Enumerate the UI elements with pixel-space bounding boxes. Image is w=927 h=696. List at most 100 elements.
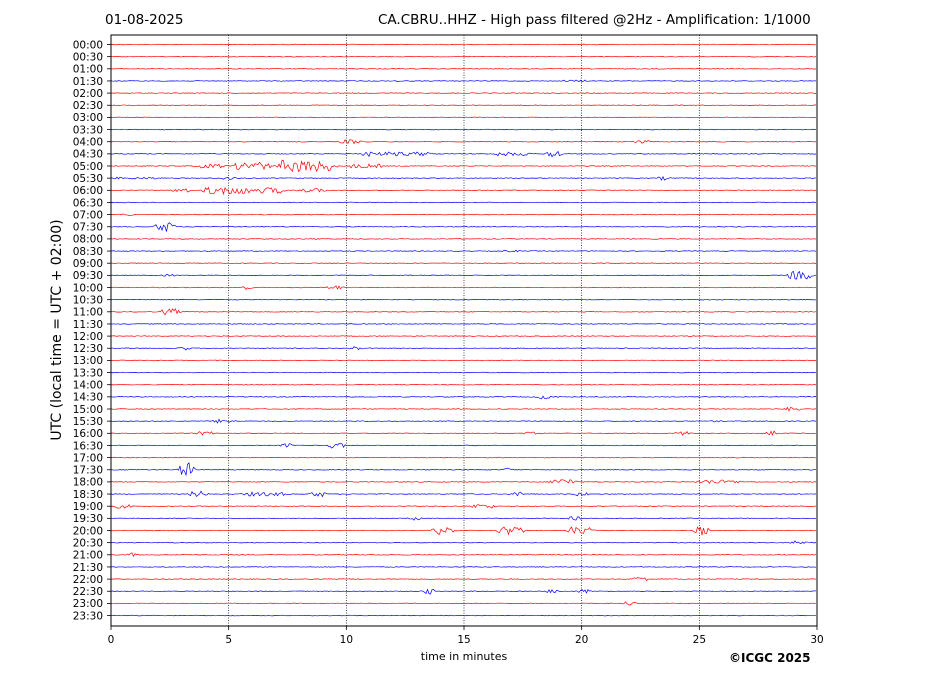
y-tick-label: 16:00: [73, 428, 103, 440]
trace-row-0500: [110, 159, 817, 173]
trace-row-1730: [110, 462, 817, 477]
y-tick-label: 00:00: [73, 39, 103, 51]
trace-layer: [110, 43, 817, 617]
y-tick-label: 09:00: [73, 258, 103, 270]
x-tick-label: 20: [575, 634, 588, 646]
y-tick-label: 16:30: [73, 440, 103, 452]
y-tick-label: 05:30: [73, 173, 103, 185]
y-tick-label: 18:30: [73, 489, 103, 501]
trace-row-1600: [110, 430, 817, 436]
y-tick-label: 18:00: [73, 477, 103, 489]
trace-row-0130: [110, 79, 817, 83]
y-tick-label: 22:00: [73, 574, 103, 586]
y-tick-label: 02:00: [73, 88, 103, 100]
trace-row-2000: [110, 526, 817, 536]
trace-row-1900: [110, 504, 817, 509]
trace-row-0030: [110, 55, 817, 58]
trace-row-2300: [110, 601, 817, 606]
trace-row-0830: [110, 249, 817, 253]
trace-row-1000: [110, 285, 817, 290]
y-tick-label: 03:30: [73, 124, 103, 136]
trace-row-0330: [110, 128, 817, 131]
trace-row-0900: [110, 262, 817, 264]
trace-row-0700: [110, 213, 817, 216]
y-tick-label: 12:30: [73, 343, 103, 355]
trace-row-1830: [110, 490, 817, 498]
trace-row-1500: [110, 406, 817, 412]
y-tick-label: 03:00: [73, 112, 103, 124]
y-tick-label: 06:30: [73, 197, 103, 209]
y-tick-label: 19:30: [73, 513, 103, 525]
date-label: 01-08-2025: [105, 12, 184, 28]
x-tick-label: 10: [340, 634, 353, 646]
y-tick-label: 01:30: [73, 76, 103, 88]
trace-row-1100: [110, 308, 817, 316]
y-tick-label: 11:30: [73, 319, 103, 331]
y-tick-label: 07:30: [73, 222, 103, 234]
y-tick-label: 23:00: [73, 598, 103, 610]
trace-row-0400: [110, 139, 817, 145]
trace-row-1530: [110, 418, 817, 424]
y-tick-label: 09:30: [73, 270, 103, 282]
trace-row-1130: [110, 323, 817, 325]
y-tick-label: 06:00: [73, 185, 103, 197]
trace-row-1630: [110, 443, 817, 449]
y-tick-label: 21:00: [73, 550, 103, 562]
trace-row-0530: [110, 175, 817, 181]
trace-row-2330: [110, 614, 817, 617]
trace-row-1030: [110, 298, 817, 301]
trace-row-0100: [110, 68, 817, 70]
trace-row-1330: [110, 371, 817, 374]
x-tick-label: 0: [108, 634, 115, 646]
trace-row-2130: [110, 566, 817, 568]
x-tick-label: 15: [457, 634, 470, 646]
y-tick-label: 08:00: [73, 234, 103, 246]
trace-row-0800: [110, 237, 817, 240]
trace-row-2200: [110, 577, 817, 582]
x-tick-label: 25: [693, 634, 706, 646]
y-tick-label: 13:00: [73, 355, 103, 367]
y-tick-label: 20:00: [73, 525, 103, 537]
trace-row-1800: [110, 479, 817, 484]
trace-row-1930: [110, 516, 817, 521]
y-tick-label: 13:30: [73, 367, 103, 379]
x-tick-label: 30: [810, 634, 823, 646]
y-tick-label: 14:00: [73, 380, 103, 392]
trace-row-2230: [110, 588, 817, 595]
y-tick-label: 22:30: [73, 586, 103, 598]
x-axis-label: time in minutes: [420, 650, 508, 663]
grid-layer: [228, 35, 700, 626]
y-tick-label: 10:30: [73, 294, 103, 306]
y-tick-label: 12:00: [73, 331, 103, 343]
trace-row-1200: [110, 335, 817, 337]
y-tick-label: 02:30: [73, 100, 103, 112]
chart-title: CA.CBRU..HHZ - High pass filtered @2Hz -…: [378, 12, 811, 28]
trace-row-0630: [110, 201, 817, 204]
y-tick-label: 23:30: [73, 610, 103, 622]
trace-row-1230: [110, 346, 817, 351]
y-tick-label: 14:30: [73, 392, 103, 404]
trace-row-1430: [110, 395, 817, 400]
trace-row-2030: [110, 540, 817, 544]
y-tick-label: 04:30: [73, 149, 103, 161]
trace-row-0600: [110, 186, 817, 196]
y-tick-label: 15:30: [73, 416, 103, 428]
y-tick-label: 07:00: [73, 209, 103, 221]
trace-row-0230: [110, 104, 817, 106]
trace-row-1300: [110, 359, 817, 362]
trace-row-0430: [110, 150, 817, 158]
trace-row-1400: [110, 383, 817, 386]
y-tick-label: 04:00: [73, 137, 103, 149]
y-tick-label: 21:30: [73, 562, 103, 574]
trace-row-0200: [110, 92, 817, 94]
y-tick-label: 08:30: [73, 246, 103, 258]
y-tick-label: 20:30: [73, 537, 103, 549]
y-tick-layer: 00:0000:3001:0001:3002:0002:3003:0003:30…: [73, 39, 111, 622]
y-tick-label: 17:00: [73, 452, 103, 464]
y-tick-label: 00:30: [73, 51, 103, 63]
y-tick-label: 01:00: [73, 64, 103, 76]
trace-row-0300: [110, 116, 817, 119]
y-tick-label: 15:00: [73, 404, 103, 416]
trace-row-2100: [110, 552, 817, 558]
